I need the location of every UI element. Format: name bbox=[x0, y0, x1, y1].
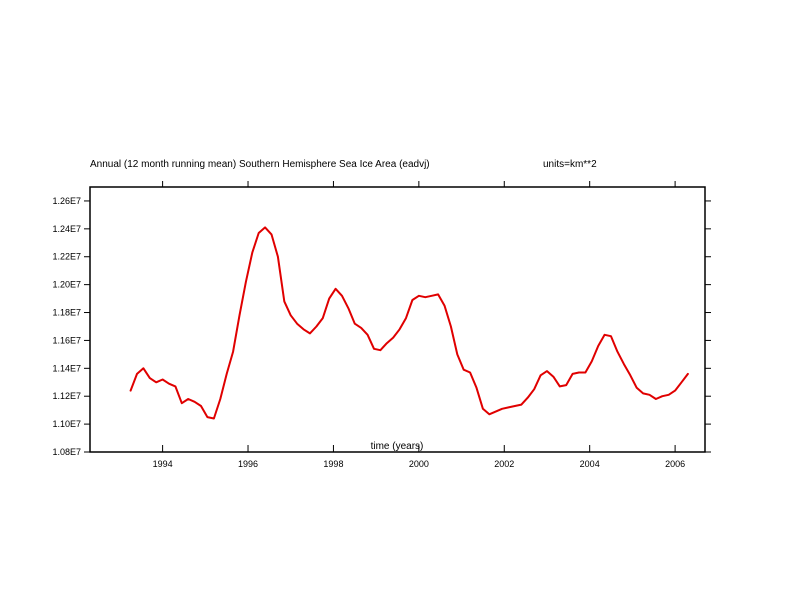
y-tick-label: 1.18E7 bbox=[52, 308, 81, 318]
plot-frame bbox=[89, 186, 706, 453]
y-tick-label: 1.10E7 bbox=[52, 419, 81, 429]
y-tick-label: 1.16E7 bbox=[52, 335, 81, 345]
x-axis-label: time (years) bbox=[371, 441, 424, 452]
y-tick-label: 1.14E7 bbox=[52, 363, 81, 373]
y-tick-label: 1.22E7 bbox=[52, 252, 81, 262]
axes: 1994 1996 1998 2000 2002 2004 2006 1.08E7 1.10E7… bbox=[52, 181, 711, 469]
series-layer bbox=[129, 226, 689, 420]
units-label: units=km**2 bbox=[543, 159, 597, 170]
x-tick-label: 2004 bbox=[580, 459, 600, 469]
chart-title: Annual (12 month running mean) Southern … bbox=[90, 159, 430, 170]
x-tick-label: 1996 bbox=[238, 459, 258, 469]
x-tick-label: 2002 bbox=[494, 459, 514, 469]
y-tick-label: 1.26E7 bbox=[52, 196, 81, 206]
y-tick-label: 1.20E7 bbox=[52, 280, 81, 290]
x-tick-label: 2000 bbox=[409, 459, 429, 469]
x-tick-label: 1994 bbox=[153, 459, 173, 469]
x-tick-label: 2006 bbox=[665, 459, 685, 469]
x-tick-label: 1998 bbox=[323, 459, 343, 469]
series-line bbox=[129, 226, 689, 420]
y-tick-label: 1.08E7 bbox=[52, 447, 81, 457]
y-tick-label: 1.12E7 bbox=[52, 391, 81, 401]
y-tick-label: 1.24E7 bbox=[52, 224, 81, 234]
